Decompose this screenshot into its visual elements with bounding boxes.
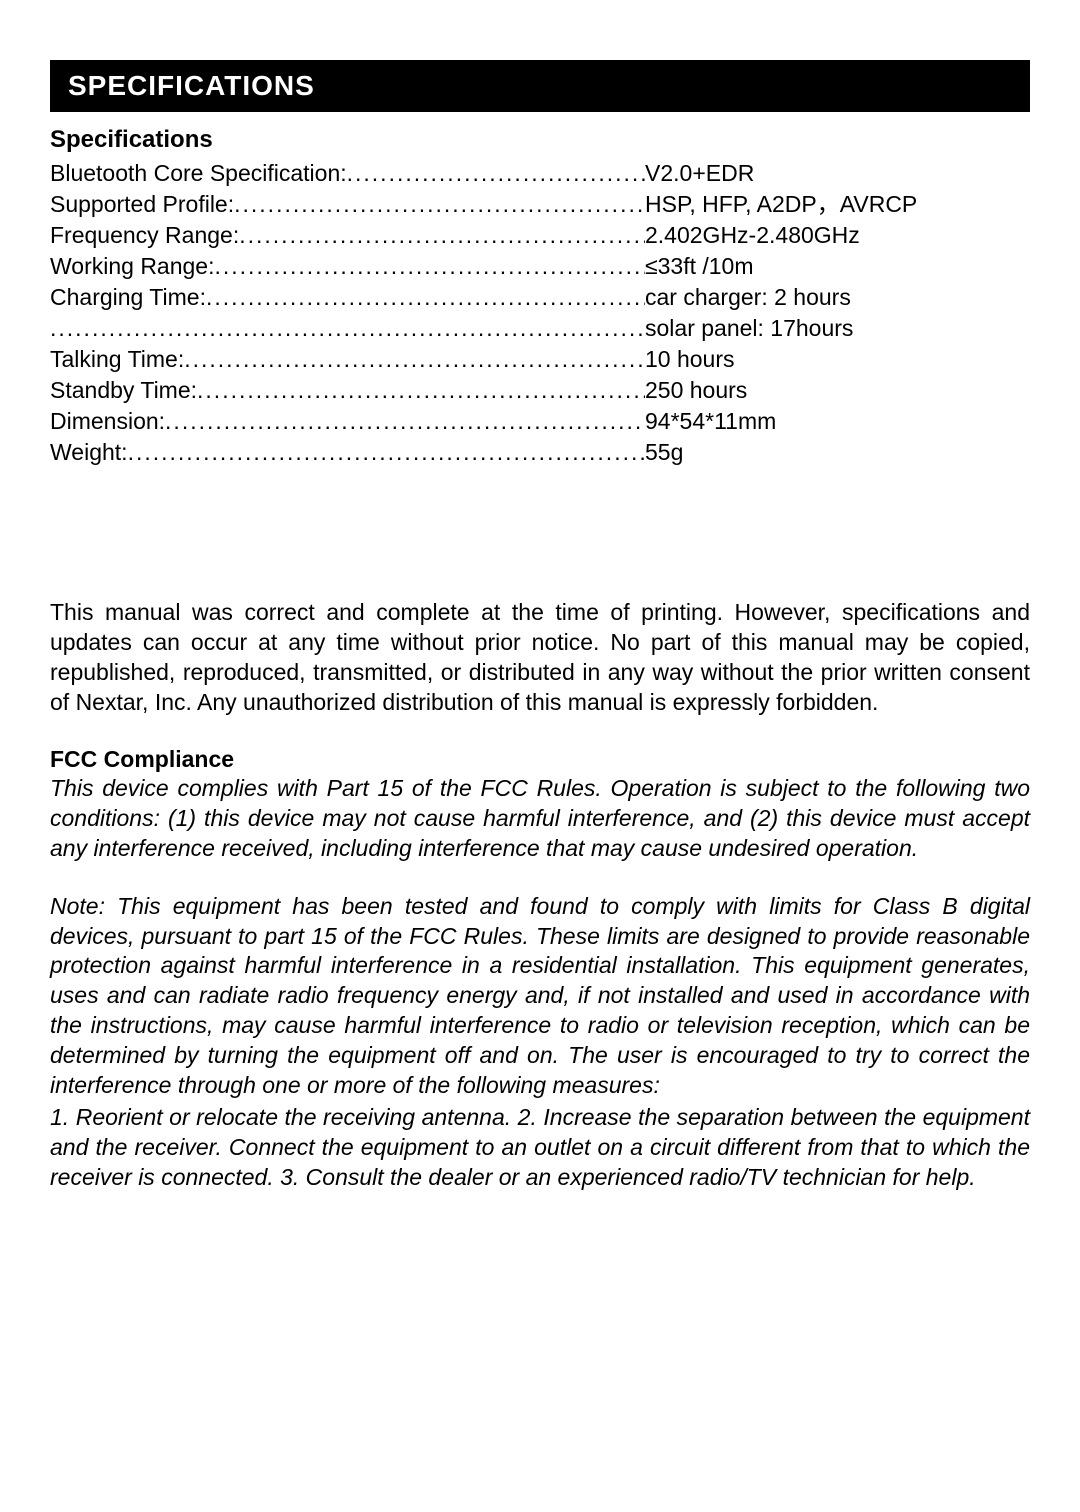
fcc-paragraph-2: Note: This equipment has been tested and… <box>50 892 1030 1101</box>
spec-dots <box>234 189 645 220</box>
spec-row: Bluetooth Core Specification: V2.0+EDR <box>50 158 1030 189</box>
spec-row: Talking Time: 10 hours <box>50 344 1030 375</box>
section-header-title: SPECIFICATIONS <box>68 70 315 101</box>
spec-label: Frequency Range: <box>50 220 239 251</box>
spec-dots <box>206 282 645 313</box>
specs-list: Bluetooth Core Specification: V2.0+EDRSu… <box>50 158 1030 468</box>
spec-row: Supported Profile: HSP, HFP, A2DP，AVRCP <box>50 189 1030 220</box>
spec-row: Dimension: 94*54*11mm <box>50 406 1030 437</box>
fcc-heading: FCC Compliance <box>50 746 1030 773</box>
spec-row: Charging Time: car charger: 2 hours <box>50 282 1030 313</box>
spec-dots <box>165 406 645 437</box>
spec-row: Weight: 55g <box>50 437 1030 468</box>
spec-label: Charging Time: <box>50 282 206 313</box>
spec-label: Supported Profile: <box>50 189 234 220</box>
spec-row: solar panel: 17hours <box>50 313 1030 344</box>
spec-value: car charger: 2 hours <box>645 282 1030 313</box>
spec-label: Working Range: <box>50 251 215 282</box>
spec-dots <box>215 251 646 282</box>
spec-label: Talking Time: <box>50 344 184 375</box>
spec-label: Standby Time: <box>50 375 197 406</box>
spec-dots <box>239 220 645 251</box>
specs-heading: Specifications <box>50 126 1030 154</box>
section-header-bar: SPECIFICATIONS <box>50 60 1030 112</box>
disclaimer-paragraph: This manual was correct and complete at … <box>50 598 1030 718</box>
spec-label: Bluetooth Core Specification: <box>50 158 347 189</box>
spec-value: HSP, HFP, A2DP，AVRCP <box>645 189 1030 220</box>
spec-value: solar panel: 17hours <box>645 313 1030 344</box>
spec-dots <box>347 158 645 189</box>
spec-value: 94*54*11mm <box>645 406 1030 437</box>
spec-value: 55g <box>645 437 1030 468</box>
spec-row: Standby Time: 250 hours <box>50 375 1030 406</box>
spec-value: 250 hours <box>645 375 1030 406</box>
spec-dots <box>197 375 645 406</box>
spec-value: 2.402GHz-2.480GHz <box>645 220 1030 251</box>
spec-value: ≤33ft /10m <box>645 251 1030 282</box>
spec-label: Weight: <box>50 437 128 468</box>
spec-label: Dimension: <box>50 406 165 437</box>
spec-value: V2.0+EDR <box>645 158 1030 189</box>
spec-row: Frequency Range: 2.402GHz-2.480GHz <box>50 220 1030 251</box>
spec-dots <box>50 313 645 344</box>
spec-dots <box>184 344 645 375</box>
fcc-paragraph-1: This device complies with Part 15 of the… <box>50 774 1030 864</box>
fcc-paragraph-3: 1. Reorient or relocate the receiving an… <box>50 1103 1030 1193</box>
spec-row: Working Range: ≤33ft /10m <box>50 251 1030 282</box>
spec-value: 10 hours <box>645 344 1030 375</box>
spec-dots <box>128 437 645 468</box>
